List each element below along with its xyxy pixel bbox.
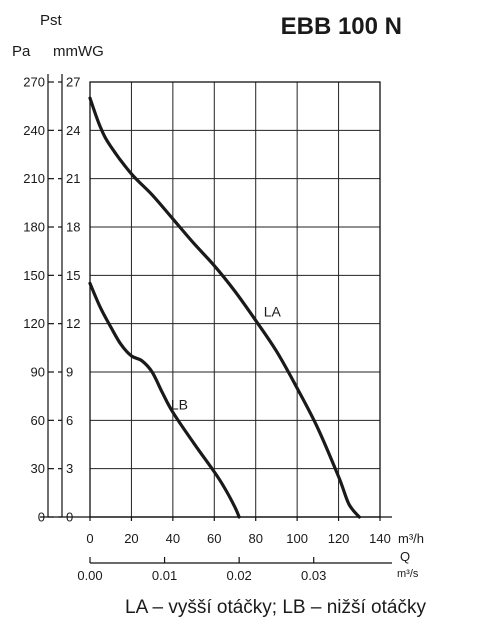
- y-tick-label-pa: 180: [23, 220, 45, 235]
- labels: EBB 100 N Pst Pa mmWG m³/h Q m³/s LA – v…: [12, 12, 426, 618]
- x-tick-label-m3h: 60: [207, 531, 221, 546]
- y-tick-label-mmwg: 3: [66, 461, 73, 476]
- x-tick-label-m3h: 80: [248, 531, 262, 546]
- y-tick-label-mmwg: 18: [66, 220, 80, 235]
- y-tick-label-mmwg: 27: [66, 75, 80, 90]
- y-tick-label-mmwg: 6: [66, 413, 73, 428]
- grid: [89, 81, 381, 518]
- y-tick-label-pa: 210: [23, 171, 45, 186]
- y-tick-label-mmwg: 21: [66, 171, 80, 186]
- y-tick-label-pa: 270: [23, 75, 45, 90]
- y-tick-label-pa: 60: [31, 413, 45, 428]
- curves: LA LB: [88, 96, 361, 519]
- x-tick-label-m3h: 40: [166, 531, 180, 546]
- x-unit-m3h: m³/h: [398, 531, 424, 546]
- y-tick-label-pa: 240: [23, 123, 45, 138]
- y-quantity-label: Pst: [40, 12, 63, 29]
- x-unit-m3s: m³/s: [397, 568, 419, 580]
- x-quantity-label: Q: [400, 549, 410, 564]
- x-tick-label-m3s: 0.00: [77, 568, 102, 583]
- series-line-la: [88, 96, 361, 519]
- y-tick-label-mmwg: 9: [66, 365, 73, 380]
- y-tick-label-pa: 120: [23, 316, 45, 331]
- y-tick-label-pa: 150: [23, 268, 45, 283]
- y-tick-label-mmwg: 24: [66, 123, 80, 138]
- x-tick-label-m3h: 0: [86, 531, 93, 546]
- x-tick-label-m3h: 140: [369, 531, 391, 546]
- series-line-lb: [88, 281, 241, 519]
- x-tick-label-m3s: 0.03: [301, 568, 326, 583]
- y-unit-pa: Pa: [12, 43, 31, 60]
- y-tick-label-pa: 90: [31, 365, 45, 380]
- caption: LA – vyšší otáčky; LB – nižší otáčky: [125, 597, 426, 618]
- x-tick-label-m3h: 20: [124, 531, 138, 546]
- y-tick-label-pa: 30: [31, 461, 45, 476]
- y-unit-mmwg: mmWG: [53, 43, 104, 60]
- x-tick-label-m3s: 0.01: [152, 568, 177, 583]
- y-tick-label-mmwg: 15: [66, 268, 80, 283]
- x-tick-label-m3h: 120: [328, 531, 350, 546]
- plot-frame: [89, 81, 381, 518]
- chart-title: EBB 100 N: [281, 13, 402, 40]
- x-tick-label-m3h: 100: [286, 531, 308, 546]
- series-label-lb: LB: [171, 396, 188, 412]
- x-tick-label-m3s: 0.02: [226, 568, 251, 583]
- axes: 0306090120150180210240270036912151821242…: [23, 74, 392, 583]
- series-label-la: LA: [264, 303, 282, 319]
- y-tick-label-mmwg: 12: [66, 316, 80, 331]
